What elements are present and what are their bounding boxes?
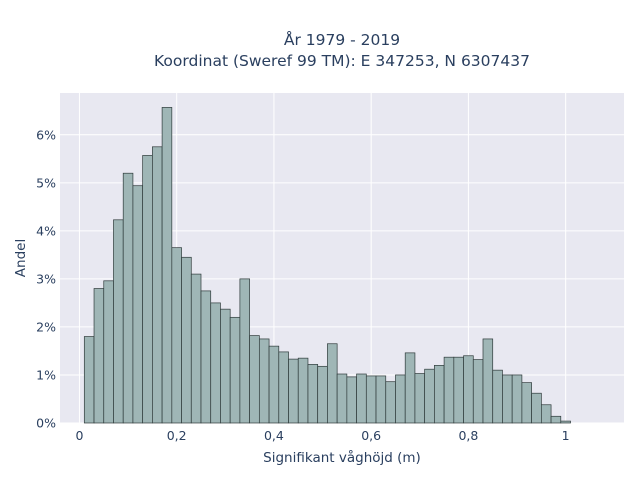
histogram-bar: [385, 381, 396, 424]
y-tick-label: 3%: [36, 271, 56, 286]
histogram-bar: [482, 338, 494, 424]
histogram-bar: [200, 290, 212, 424]
histogram-bar: [258, 338, 270, 424]
histogram-bar: [502, 374, 513, 424]
y-tick-label: 5%: [36, 175, 56, 190]
histogram-bar: [472, 359, 484, 424]
histogram-bar: [142, 155, 153, 424]
histogram-bar: [210, 302, 221, 424]
histogram-bar: [229, 316, 241, 424]
histogram-bar: [434, 365, 445, 424]
histogram-bar: [122, 172, 134, 424]
x-tick-labels: 0 0,2 0,4 0,6 0,8 1: [75, 428, 569, 443]
histogram-bar: [288, 358, 299, 424]
histogram-bar: [395, 374, 406, 424]
histogram-bar: [93, 288, 105, 424]
histogram-bar: [424, 368, 435, 424]
histogram-bar: [317, 365, 328, 424]
histogram-bar: [356, 373, 367, 424]
histogram-bar: [346, 376, 357, 424]
histogram-bar: [443, 356, 455, 424]
histogram-bar: [220, 308, 231, 424]
chart-title-line2: Koordinat (Sweref 99 TM): E 347253, N 63…: [154, 52, 530, 70]
histogram-bar: [152, 146, 163, 424]
histogram-bar: [521, 382, 532, 424]
histogram-bar: [492, 369, 503, 424]
histogram-bar: [297, 357, 309, 424]
histogram-bar: [181, 256, 192, 424]
histogram-bar: [113, 219, 124, 424]
histogram-bar: [268, 345, 280, 424]
histogram-bar: [161, 107, 173, 424]
chart-title-line1: År 1979 - 2019: [284, 30, 400, 49]
y-axis-title: Andel: [13, 239, 29, 277]
y-tick-labels: 0% 1% 2% 3% 4% 5% 6%: [36, 127, 56, 430]
histogram-bar: [365, 375, 377, 424]
histogram-bar: [375, 375, 387, 424]
x-axis-title: Signifikant våghöjd (m): [263, 449, 421, 466]
histogram-bar: [550, 415, 562, 424]
histogram-bar: [511, 374, 523, 424]
x-tick-label: 1: [562, 428, 570, 443]
x-tick-label: 0,6: [361, 428, 381, 443]
x-tick-label: 0,2: [167, 428, 187, 443]
histogram-bar: [278, 351, 289, 424]
y-tick-label: 6%: [36, 127, 56, 142]
histogram-bar: [336, 373, 348, 424]
histogram-bar: [531, 392, 542, 424]
histogram-bar: [132, 185, 144, 424]
histogram-bar: [540, 404, 552, 424]
histogram-bar: [239, 278, 250, 424]
histogram-bar: [414, 373, 426, 424]
y-tick-label: 0%: [36, 416, 56, 431]
y-tick-label: 2%: [36, 319, 56, 334]
histogram-bar: [560, 420, 571, 424]
histogram-bar: [83, 336, 95, 424]
x-tick-label: 0: [75, 428, 83, 443]
histogram-bar: [190, 273, 202, 424]
histogram-bar: [404, 352, 416, 424]
y-tick-label: 1%: [36, 367, 56, 382]
bars: [83, 107, 571, 424]
x-tick-label: 0,4: [264, 428, 284, 443]
histogram-bar: [171, 247, 182, 424]
histogram-bar: [327, 343, 338, 424]
x-tick-label: 0,8: [458, 428, 478, 443]
histogram-bar: [249, 335, 260, 424]
histogram-bar: [103, 280, 114, 424]
histogram-bar: [307, 364, 319, 424]
y-tick-label: 4%: [36, 223, 56, 238]
histogram-bar: [463, 355, 474, 424]
histogram-bar: [453, 356, 464, 424]
